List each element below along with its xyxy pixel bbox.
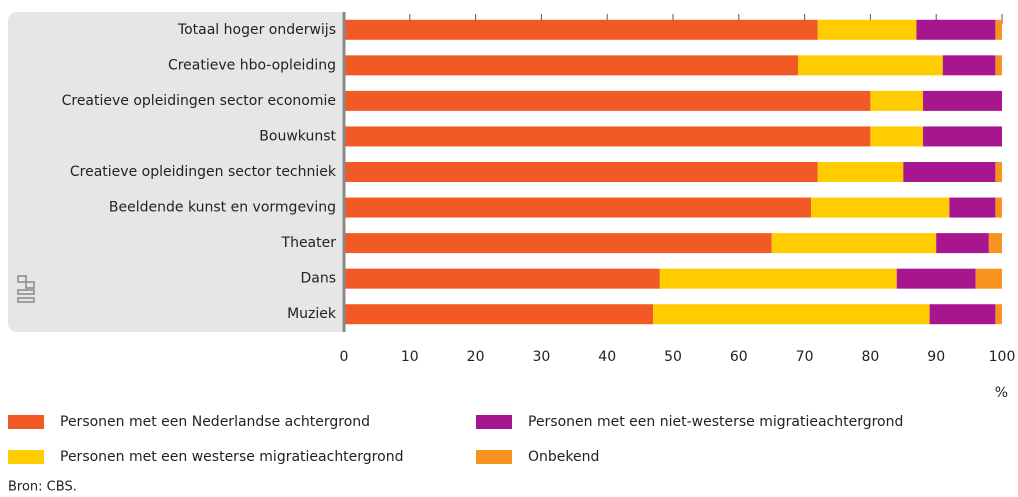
bar-segment [923,126,1002,147]
y-tick-label: Creatieve opleidingen sector economie [62,93,336,109]
x-tick-label: 30 [532,349,550,365]
bar-segment [344,126,871,147]
x-tick-label: 100 [989,349,1016,365]
x-tick-label: 90 [927,349,945,365]
x-tick-label: 70 [796,349,814,365]
legend-swatch [476,415,512,429]
bar-segment [344,233,772,254]
bar-segment [798,55,943,76]
bar-segment [344,268,660,289]
label-panel [8,12,344,332]
bar-segment [903,162,996,182]
bar-segment [653,304,930,325]
y-tick-label: Muziek [287,306,337,322]
bar-segment [949,197,996,218]
y-tick-label: Theater [281,235,337,251]
x-tick-label: 10 [401,349,419,365]
legend-label: Personen met een westerse migratieachter… [60,449,403,465]
y-tick-label: Beeldende kunst en vormgeving [109,200,336,216]
bar-segment [995,19,1002,40]
y-tick-label: Totaal hoger onderwijs [177,22,336,38]
source: Bron: CBS. [8,480,77,495]
bar-segment [995,55,1002,76]
bar-segment [936,233,989,254]
legend-label: Personen met een Nederlandse achtergrond [60,414,370,430]
bar-segment [817,19,917,40]
bar-segment [344,55,799,76]
y-tick-label: Creatieve opleidingen sector techniek [70,164,337,180]
bar-segment [659,268,897,289]
bar-segment [975,268,1002,289]
x-tick-label: 60 [730,349,748,365]
x-tick-label: 40 [598,349,616,365]
bar-segment [817,162,904,182]
x-tick-label: 20 [467,349,485,365]
legend-label: Onbekend [528,449,599,465]
x-tick-label: 80 [861,349,879,365]
bar-segment [870,90,924,111]
y-tick-label: Creatieve hbo-opleiding [168,57,336,73]
bar-segment [811,197,950,218]
bar-segment [344,304,654,325]
bar-segment [896,268,976,289]
legend-swatch [8,450,44,464]
bar-segment [344,197,812,218]
bar-segment [344,90,871,111]
bar-segment [995,162,1002,182]
bar-segment [923,90,1002,111]
y-tick-label: Bouwkunst [259,128,336,144]
bar-segment [988,233,1002,254]
bar-segment [995,304,1002,325]
legend-swatch [8,415,44,429]
y-tick-label: Dans [300,271,336,287]
bar-segment [771,233,937,254]
bar-segment [916,19,996,40]
bar-segment [995,197,1002,218]
bar-segment [344,162,818,182]
x-tick-label: 0 [340,349,349,365]
bar-segment [942,55,996,76]
bar-segment [344,19,818,40]
cbs-logo [17,275,35,303]
x-axis-unit: % [995,385,1008,401]
bar-segment [929,304,996,325]
bar-segment [870,126,924,147]
x-tick-label: 50 [664,349,682,365]
legend-swatch [476,450,512,464]
legend-label: Personen met een niet-westerse migratiea… [528,414,903,430]
